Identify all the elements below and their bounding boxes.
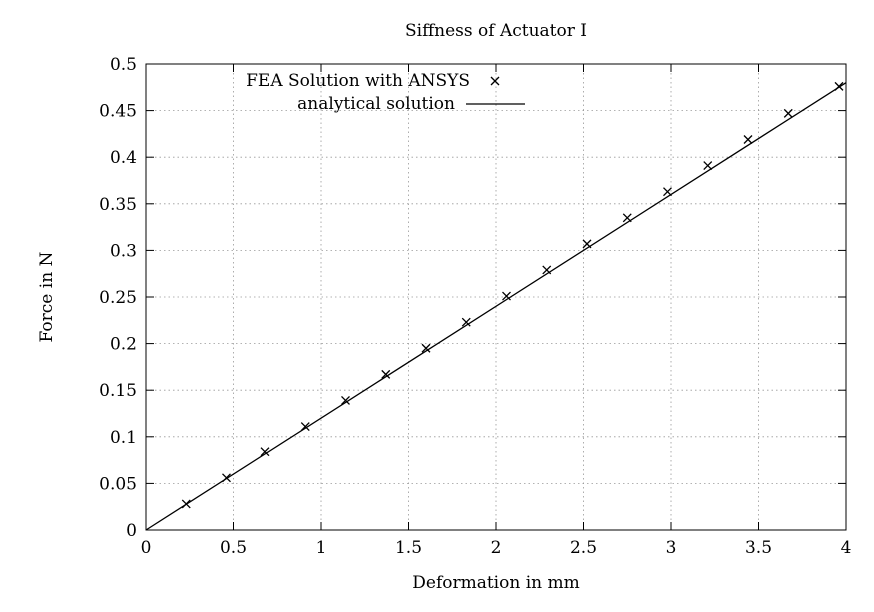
legend-label-fea: FEA Solution with ANSYS bbox=[246, 71, 470, 91]
series-layer bbox=[145, 81, 847, 531]
x-tick-label: 1 bbox=[316, 538, 327, 558]
fea-data-point bbox=[502, 291, 511, 301]
fea-data-point bbox=[341, 395, 350, 405]
legend: FEA Solution with ANSYS analytical solut… bbox=[246, 71, 525, 114]
marker-stroke bbox=[703, 161, 713, 171]
fea-data-point bbox=[461, 317, 471, 327]
chart-title: Siffness of Actuator I bbox=[405, 21, 587, 41]
y-tick-label: 0.45 bbox=[99, 102, 137, 122]
fea-data-point bbox=[260, 447, 270, 457]
marker-stroke bbox=[502, 291, 511, 301]
y-tick-label: 0.05 bbox=[99, 474, 137, 494]
x-tick-label: 2.5 bbox=[570, 538, 597, 558]
y-tick-label: 0.5 bbox=[110, 55, 137, 75]
fea-data-point bbox=[703, 161, 713, 171]
x-tick-labels: 0 0.5 1 1.5 2 2.5 3 3.5 4 bbox=[141, 538, 852, 558]
marker-stroke bbox=[181, 499, 191, 509]
y-tick-label: 0.25 bbox=[99, 288, 137, 308]
marker-stroke bbox=[381, 369, 391, 379]
y-tick-label: 0.2 bbox=[110, 335, 137, 355]
fea-data-point bbox=[381, 369, 391, 379]
marker-stroke bbox=[461, 317, 471, 327]
x-tick-label: 3.5 bbox=[745, 538, 772, 558]
x-tick-label: 0.5 bbox=[220, 538, 247, 558]
marker-stroke bbox=[222, 473, 231, 483]
x-tick-label: 2 bbox=[491, 538, 502, 558]
y-tick-label: 0.15 bbox=[99, 381, 137, 401]
marker-stroke bbox=[582, 239, 592, 249]
marker-stroke bbox=[783, 108, 793, 118]
marker-stroke bbox=[341, 395, 350, 405]
fea-data-point bbox=[834, 81, 844, 91]
y-tick-labels: 0 0.05 0.1 0.15 0.2 0.25 0.3 0.35 0.4 0.45 0.5 bbox=[99, 55, 137, 541]
fea-data-point bbox=[582, 239, 592, 249]
marker-stroke bbox=[300, 422, 310, 432]
x-tick-label: 1.5 bbox=[395, 538, 422, 558]
fea-data-point bbox=[300, 422, 310, 432]
y-axis-title: Force in N bbox=[37, 251, 57, 342]
marker-stroke bbox=[542, 265, 552, 275]
y-tick-label: 0.3 bbox=[110, 241, 137, 261]
fea-data-point bbox=[783, 108, 793, 118]
marker-stroke bbox=[743, 135, 753, 144]
marker-stroke bbox=[663, 187, 672, 197]
x-tick-label: 4 bbox=[841, 538, 852, 558]
y-tick-label: 0.1 bbox=[110, 428, 137, 448]
legend-marker-x bbox=[490, 76, 500, 86]
marker-stroke bbox=[490, 76, 500, 86]
marker-stroke bbox=[622, 213, 632, 223]
marker-stroke bbox=[421, 343, 431, 353]
fea-data-point bbox=[743, 135, 753, 144]
x-tick-label: 3 bbox=[666, 538, 677, 558]
y-tick-label: 0.35 bbox=[99, 195, 137, 215]
legend-label-analytical: analytical solution bbox=[297, 94, 455, 114]
grid bbox=[146, 64, 846, 530]
marker-stroke bbox=[260, 447, 270, 457]
fea-data-point bbox=[421, 343, 431, 353]
y-tick-label: 0.4 bbox=[110, 148, 137, 168]
ticks bbox=[145, 63, 847, 531]
x-axis-title: Deformation in mm bbox=[412, 573, 580, 593]
fea-data-point bbox=[663, 187, 672, 197]
series-line-analytical bbox=[145, 82, 847, 531]
fea-data-point bbox=[222, 473, 231, 483]
x-tick-label: 0 bbox=[141, 538, 152, 558]
y-tick-label: 0 bbox=[126, 521, 137, 541]
fea-data-point bbox=[542, 265, 552, 275]
marker-stroke bbox=[834, 81, 844, 91]
fea-data-point bbox=[181, 499, 191, 509]
fea-data-point bbox=[622, 213, 632, 223]
legend-marker-fea bbox=[490, 76, 500, 86]
